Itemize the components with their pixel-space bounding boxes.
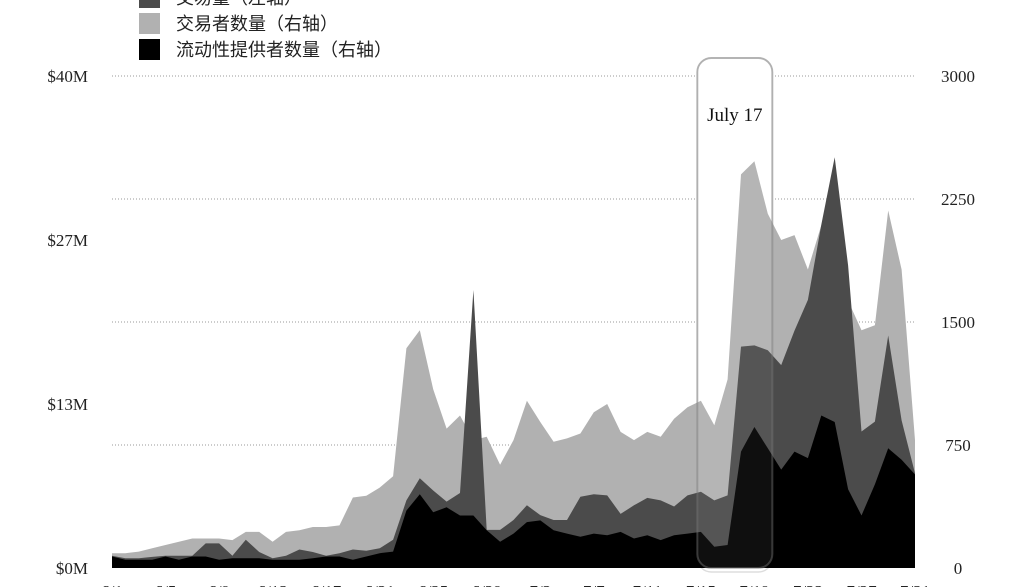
legend-swatch (139, 13, 160, 34)
y-right-tick-label: 3000 (941, 67, 975, 86)
x-tick-label: 6/21 (365, 582, 395, 587)
x-tick-label: 7/31 (900, 582, 930, 587)
highlight-label: July 17 (707, 105, 762, 126)
area-交易者数量（右轴） (112, 161, 915, 569)
legend-label: 流动性提供者数量（右轴） (176, 40, 392, 61)
x-tick-label: 6/5 (155, 582, 177, 587)
series-areas (112, 157, 915, 569)
highlight-band-outline: July 17 (696, 57, 774, 569)
x-tick-label: 7/15 (686, 582, 716, 587)
area-流动性提供者数量（右轴） (112, 415, 915, 568)
y-left-tick-label: $13M (47, 395, 88, 414)
legend: 交易量（左轴） 交易者数量（右轴） 流动性提供者数量（右轴） (139, 0, 392, 61)
legend-label: 交易者数量（右轴） (176, 14, 338, 35)
x-tick-label: 6/25 (418, 582, 448, 587)
x-tick-label: 6/1 (101, 582, 123, 587)
y-right-tick-label: 2250 (941, 190, 975, 209)
y-left-tick-label: $40M (47, 67, 88, 86)
x-tick-label: 6/29 (472, 582, 502, 587)
x-tick-label: 7/11 (633, 582, 663, 587)
y-right-tick-label: 0 (954, 559, 963, 578)
y-right-tick-label: 750 (945, 436, 971, 455)
y-right-tick-label: 1500 (941, 313, 975, 332)
x-tick-label: 7/19 (739, 582, 769, 587)
x-tick-label: 6/9 (208, 582, 230, 587)
y-left-tick-label: $27M (47, 231, 88, 250)
axis-ticks: $40M $27M $13M $0M 3000 2250 1500 750 0 6/1 6/5 6/9… (47, 67, 975, 587)
highlight-band-border (696, 57, 774, 569)
x-tick-label: 7/7 (583, 582, 605, 587)
x-tick-label: 7/23 (793, 582, 823, 587)
x-tick-label: 6/17 (311, 582, 342, 587)
legend-label: 交易量（左轴） (176, 0, 302, 9)
y-left-tick-label: $0M (56, 559, 88, 578)
legend-swatch (139, 0, 160, 8)
legend-swatch (139, 39, 160, 60)
x-tick-label: 7/27 (846, 582, 877, 587)
x-tick-label: 6/13 (257, 582, 287, 587)
x-tick-label: 7/3 (529, 582, 551, 587)
